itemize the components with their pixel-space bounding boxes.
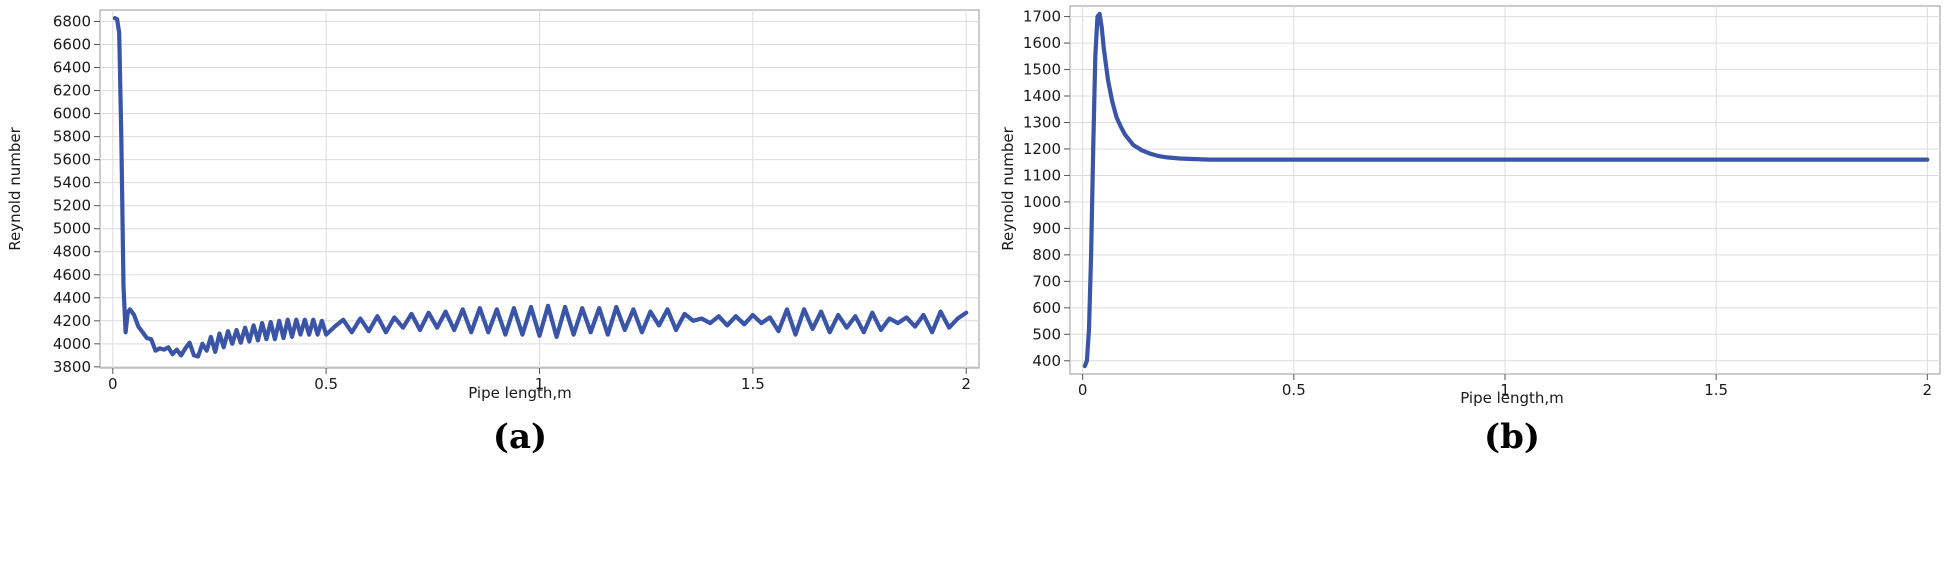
x-tick-label: 2	[1923, 381, 1933, 399]
y-tick-label: 900	[1032, 219, 1061, 237]
x-ticks-a: 0 0.5 1 1.5 2	[108, 368, 971, 393]
y-axis-label-a: Reynold number	[6, 126, 24, 250]
y-tick-label: 1200	[1023, 140, 1061, 158]
y-tick-label: 1300	[1023, 113, 1061, 131]
x-tick-label: 2	[961, 375, 971, 393]
x-tick-label: 1.5	[741, 375, 765, 393]
grid-b	[1070, 6, 1940, 374]
y-tick-label: 4400	[53, 289, 91, 307]
y-tick-label: 6600	[53, 36, 91, 54]
x-tick-label: 0	[1078, 381, 1088, 399]
y-tick-label: 4000	[53, 335, 91, 353]
chart-panel-a: 3800 4000 4200 4400 4600 4800 5000 5200 5400 5600…	[6, 9, 980, 457]
y-tick-label: 6800	[53, 13, 91, 31]
y-ticks-b: 400 500 600 700 800 900 1000 1100 1200 1300 1400 15…	[1023, 8, 1070, 370]
y-tick-label: 800	[1032, 246, 1061, 264]
y-tick-label: 5600	[53, 151, 91, 169]
x-ticks-b: 0 0.5 1 1.5 2	[1078, 374, 1932, 399]
grid-a	[100, 10, 979, 368]
y-ticks-a: 3800 4000 4200 4400 4600 4800 5000 5200 5400 5600…	[53, 13, 100, 376]
y-tick-label: 4600	[53, 266, 91, 284]
x-tick-label: 0	[108, 375, 118, 393]
y-tick-label: 1000	[1023, 193, 1061, 211]
y-tick-label: 5800	[53, 128, 91, 146]
y-tick-label: 1600	[1023, 34, 1061, 52]
series-line-b	[1082, 11, 1930, 369]
panel-label-b: (b)	[1484, 417, 1540, 457]
series-line-a	[112, 16, 969, 359]
x-tick-label: 0.5	[1282, 381, 1306, 399]
y-tick-label: 5000	[53, 220, 91, 238]
y-tick-label: 500	[1032, 325, 1061, 343]
y-tick-label: 1100	[1023, 166, 1061, 184]
y-tick-label: 6400	[53, 59, 91, 77]
y-tick-label: 6000	[53, 105, 91, 123]
y-tick-label: 4800	[53, 243, 91, 261]
y-tick-label: 6200	[53, 82, 91, 100]
y-tick-label: 4200	[53, 312, 91, 330]
x-tick-label: 1	[535, 375, 545, 393]
x-tick-label: 1	[1500, 381, 1510, 399]
x-axis-label-b: Pipe length,m	[1460, 389, 1564, 407]
y-tick-label: 1400	[1023, 87, 1061, 105]
y-tick-label: 1500	[1023, 61, 1061, 79]
y-axis-label-b: Reynold number	[999, 126, 1017, 250]
y-tick-label: 400	[1032, 352, 1061, 370]
x-tick-label: 0.5	[314, 375, 338, 393]
y-tick-label: 3800	[53, 358, 91, 376]
y-tick-label: 600	[1032, 299, 1061, 317]
y-tick-label: 5200	[53, 197, 91, 215]
y-tick-label: 5400	[53, 174, 91, 192]
y-tick-label: 1700	[1023, 8, 1061, 26]
y-tick-label: 700	[1032, 272, 1061, 290]
chart-panel-b: 400 500 600 700 800 900 1000 1100 1200 1300 1400 15…	[999, 5, 1941, 457]
panel-label-a: (a)	[493, 417, 547, 457]
x-tick-label: 1.5	[1704, 381, 1728, 399]
x-axis-label-a: Pipe length,m	[468, 384, 572, 402]
